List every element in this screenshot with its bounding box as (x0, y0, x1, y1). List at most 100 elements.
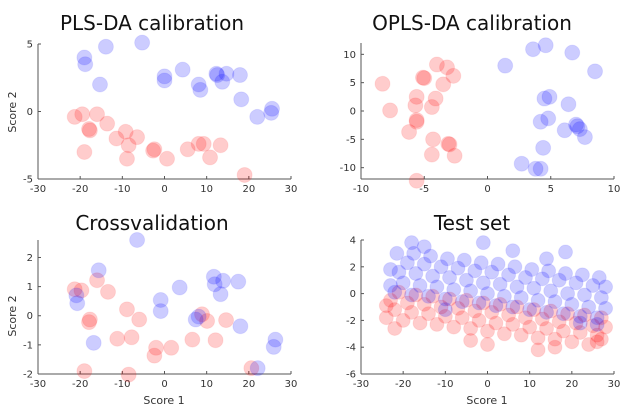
data-point (76, 363, 93, 380)
data-point (81, 314, 98, 331)
data-point (440, 135, 457, 152)
data-point (589, 327, 605, 343)
data-point (416, 70, 433, 87)
data-point (66, 281, 83, 298)
data-point (526, 302, 542, 318)
data-point (408, 112, 425, 129)
data-point (537, 37, 554, 54)
data-point (463, 283, 479, 299)
x-tick-label: -20 (72, 379, 88, 390)
data-point (572, 315, 588, 331)
x-tick-label: -30 (353, 379, 369, 390)
data-point (187, 311, 204, 328)
data-point (450, 300, 466, 316)
data-point (446, 319, 462, 335)
data-point (463, 333, 479, 348)
data-point (420, 306, 436, 322)
data-point (593, 310, 609, 326)
data-point (556, 122, 573, 139)
data-point (589, 334, 605, 350)
data-point (467, 303, 483, 319)
data-point (530, 330, 546, 346)
data-point (423, 99, 440, 116)
data-point (99, 283, 116, 300)
data-point (569, 118, 586, 135)
data-point (190, 135, 207, 152)
data-point (543, 283, 559, 299)
data-point (194, 306, 211, 323)
data-point (190, 76, 207, 93)
data-point (497, 57, 514, 74)
y-tick-label: -5 (23, 175, 33, 186)
data-point (85, 334, 102, 351)
data-point (475, 235, 491, 251)
data-point (218, 65, 235, 82)
data-point (467, 263, 483, 279)
data-point (492, 276, 508, 292)
data-point (551, 314, 567, 330)
data-point (425, 131, 442, 148)
data-point (387, 320, 403, 336)
data-point (509, 279, 525, 295)
data-point (526, 280, 542, 296)
data-point (441, 136, 458, 153)
data-point (540, 110, 557, 127)
y-tick-label: 10 (343, 50, 356, 61)
data-point (117, 123, 134, 140)
data-point (471, 295, 487, 311)
data-point (134, 34, 151, 51)
data-point (574, 267, 590, 283)
data-point (118, 301, 135, 318)
data-point (387, 284, 403, 300)
data-point (530, 342, 546, 358)
data-point (488, 315, 504, 331)
data-point (218, 312, 235, 329)
data-point (156, 68, 173, 85)
data-point (66, 108, 83, 125)
data-point (458, 292, 474, 308)
y-tick-label: -5 (346, 135, 356, 146)
data-point (560, 306, 576, 322)
series-blue (383, 235, 614, 332)
data-point (89, 106, 106, 123)
data-point (576, 287, 592, 303)
data-point (593, 290, 609, 306)
x-tick-label: 0 (161, 184, 167, 195)
data-point (433, 259, 449, 275)
data-point (205, 268, 222, 285)
data-point (423, 248, 439, 264)
data-point (383, 278, 399, 294)
data-point (68, 287, 85, 304)
data-point (404, 235, 420, 251)
data-point (77, 56, 94, 73)
data-point (547, 294, 563, 310)
data-point (568, 275, 584, 291)
data-point (267, 331, 284, 348)
data-point (543, 303, 559, 319)
data-point (446, 147, 463, 164)
data-point (97, 38, 114, 55)
data-point (427, 90, 444, 107)
data-point (484, 264, 500, 280)
y-tick-label: -6 (346, 370, 356, 381)
data-point (536, 90, 553, 107)
data-point (414, 69, 431, 86)
data-point (513, 290, 529, 306)
data-point (416, 239, 432, 255)
y-tick-label: 0 (350, 289, 356, 300)
x-tick-label: -10 (114, 184, 130, 195)
data-point (527, 160, 544, 177)
data-point (249, 360, 266, 377)
x-tick-label: 30 (285, 184, 298, 195)
y-tick-label: 1 (27, 282, 33, 293)
y-tick-label: 5 (350, 78, 356, 89)
y-tick-label: 0 (350, 107, 356, 118)
y-tick-label: -1 (23, 340, 33, 351)
data-point (81, 122, 98, 139)
y-tick-label: 0 (27, 107, 33, 118)
data-point (522, 302, 538, 318)
data-point (429, 279, 445, 295)
data-point (513, 327, 529, 343)
